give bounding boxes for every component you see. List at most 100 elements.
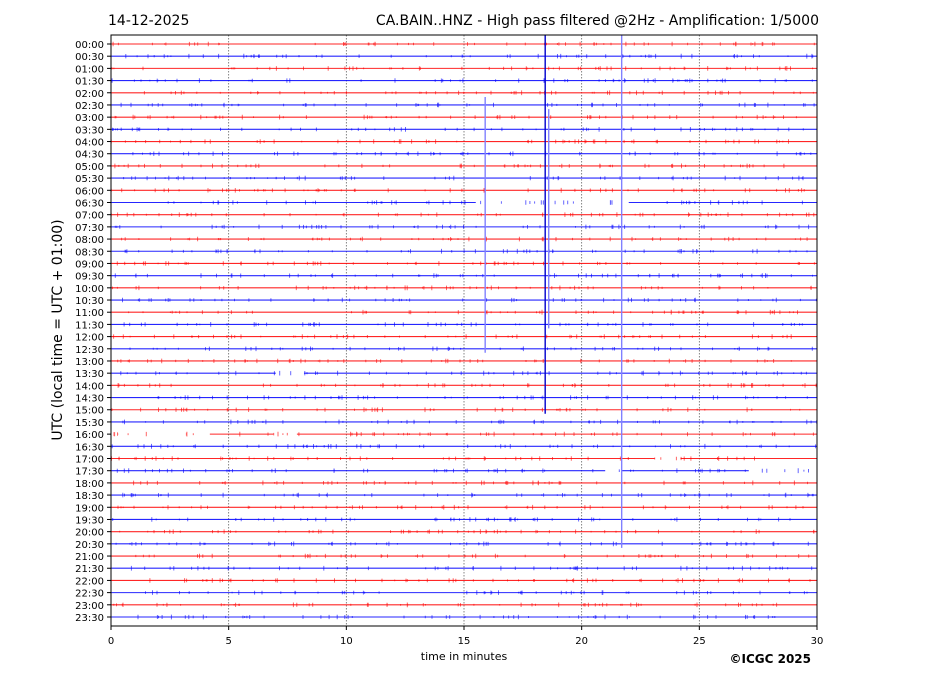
trace-noise	[110, 187, 805, 193]
y-axis-label: UTC (local time = UTC + 01:00)	[50, 219, 66, 440]
chart-title: CA.BAIN..HNZ - High pass filtered @2Hz -…	[376, 13, 819, 29]
plot-area	[110, 35, 818, 626]
y-tick-label: 18:00	[75, 479, 104, 490]
trace-noise	[114, 163, 818, 169]
y-tick-label: 03:00	[75, 113, 104, 124]
x-tick-label: 0	[108, 636, 114, 647]
y-tick-label: 00:00	[75, 40, 104, 51]
y-tick-label: 02:30	[75, 101, 104, 112]
y-tick-label: 12:30	[75, 345, 104, 356]
y-tick-label: 19:30	[75, 515, 104, 526]
y-tick-label: 08:30	[75, 247, 104, 258]
trace-noise	[115, 541, 809, 547]
y-tick-label: 14:00	[75, 381, 104, 392]
y-tick-label: 10:30	[75, 296, 104, 307]
trace-noise	[125, 53, 814, 59]
y-tick-label: 06:00	[75, 186, 104, 197]
x-tick-label: 20	[575, 636, 588, 647]
trace-noise	[123, 175, 804, 181]
y-tick-label: 23:00	[75, 601, 104, 612]
date-label: 14-12-2025	[108, 13, 189, 29]
trace-noise	[117, 383, 817, 388]
y-tick-label: 09:30	[75, 272, 104, 283]
trace-noise	[145, 590, 808, 595]
trace-noise	[137, 614, 776, 620]
trace-noise	[122, 492, 814, 498]
y-tick-label: 14:30	[75, 394, 104, 405]
y-tick-label: 18:30	[75, 491, 104, 502]
y-tick-label: 17:30	[75, 467, 104, 478]
trace-noise	[157, 395, 808, 400]
x-tick-label: 5	[225, 636, 231, 647]
y-tick-label: 23:30	[75, 613, 104, 624]
y-tick-label: 00:30	[75, 52, 104, 63]
trace-noise	[149, 578, 811, 583]
y-tick-label: 11:00	[75, 308, 104, 319]
trace-noise	[124, 248, 808, 254]
trace-noise	[113, 602, 778, 608]
y-tick-label: 07:00	[75, 211, 104, 222]
trace-noise	[121, 236, 808, 242]
trace-noise	[111, 456, 755, 461]
y-tick-label: 15:30	[75, 418, 104, 429]
trace-noise	[114, 273, 813, 278]
x-axis-label: time in minutes	[421, 650, 508, 663]
y-tick-label: 22:00	[75, 576, 104, 587]
trace-noise	[130, 565, 813, 571]
y-tick-label: 04:30	[75, 150, 104, 161]
y-tick-label: 03:30	[75, 125, 104, 136]
y-tick-label: 06:30	[75, 198, 104, 209]
copyright: ©ICGC 2025	[729, 652, 811, 666]
trace-noise	[122, 419, 818, 425]
y-tick-label: 01:00	[75, 64, 104, 75]
trace-noise	[111, 407, 801, 413]
y-tick-label: 11:30	[75, 320, 104, 331]
y-tick-label: 22:30	[75, 589, 104, 600]
y-tick-label: 19:00	[75, 503, 104, 514]
trace-noise	[116, 261, 815, 266]
trace-noise	[112, 127, 804, 132]
y-tick-label: 04:00	[75, 138, 104, 149]
y-tick-label: 08:00	[75, 235, 104, 246]
trace-noise	[111, 78, 813, 83]
trace-noise	[116, 468, 809, 474]
trace-noise	[133, 480, 808, 486]
trace-noise	[122, 297, 817, 303]
trace-noise	[113, 334, 792, 339]
y-tick-label: 05:00	[75, 162, 104, 173]
y-tick-label: 13:30	[75, 369, 104, 380]
y-tick-label: 01:30	[75, 77, 104, 88]
y-tick-label: 17:00	[75, 455, 104, 466]
trace-noise	[111, 66, 814, 71]
y-tick-label: 20:30	[75, 540, 104, 551]
trace-noise	[112, 285, 812, 291]
trace-noise	[110, 212, 815, 217]
trace-noise	[129, 346, 813, 352]
y-tick-label: 13:00	[75, 357, 104, 368]
trace-noise	[117, 358, 792, 364]
y-tick-label: 16:30	[75, 442, 104, 453]
trace-noise	[112, 517, 791, 522]
y-tick-label: 12:00	[75, 333, 104, 344]
trace-noise	[143, 90, 814, 96]
y-tick-label: 10:00	[75, 284, 104, 295]
trace-noise	[120, 102, 815, 108]
y-tick-label: 21:30	[75, 564, 104, 575]
x-tick-label: 10	[340, 636, 353, 647]
y-tick-label: 05:30	[75, 174, 104, 185]
trace-noise	[119, 529, 815, 534]
y-tick-label: 15:00	[75, 406, 104, 417]
y-tick-label: 21:00	[75, 552, 104, 563]
y-tick-label: 16:00	[75, 430, 104, 441]
trace-noise	[113, 431, 814, 437]
y-tick-label: 09:00	[75, 259, 104, 270]
y-tick-label: 07:30	[75, 223, 104, 234]
y-tick-label: 02:00	[75, 89, 104, 100]
trace-noise	[114, 224, 810, 230]
x-tick-label: 30	[811, 636, 824, 647]
trace-noise	[114, 114, 797, 120]
x-tick-label: 25	[693, 636, 706, 647]
trace-noise	[111, 443, 817, 449]
trace-noise	[120, 370, 807, 376]
